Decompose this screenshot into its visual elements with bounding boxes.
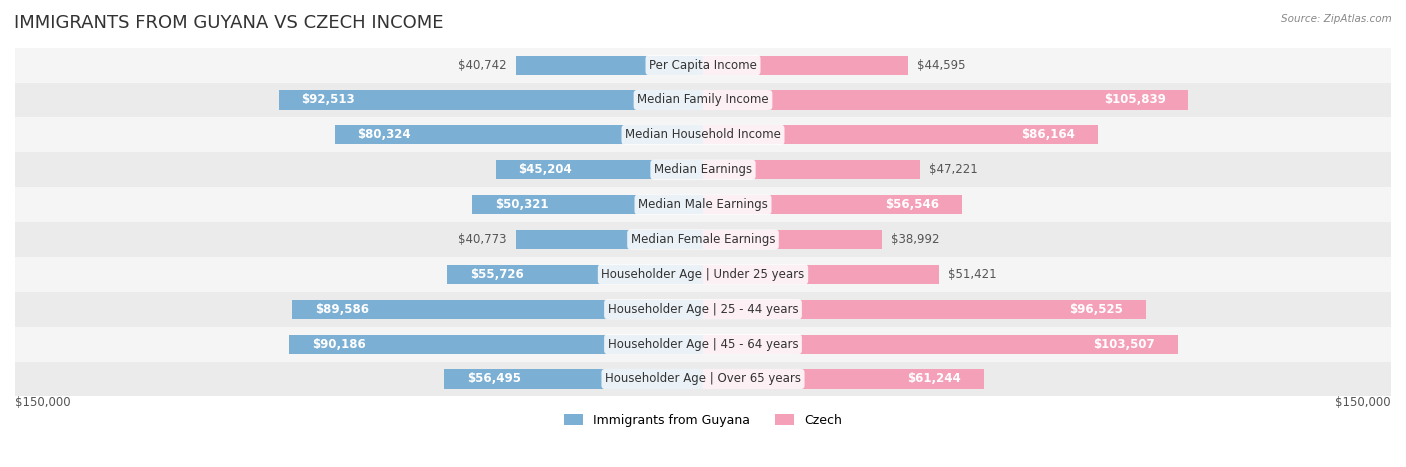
FancyBboxPatch shape — [496, 160, 703, 179]
Text: $45,204: $45,204 — [519, 163, 572, 176]
FancyBboxPatch shape — [703, 265, 939, 284]
Legend: Immigrants from Guyana, Czech: Immigrants from Guyana, Czech — [560, 409, 846, 432]
FancyBboxPatch shape — [15, 327, 1391, 361]
Text: $92,513: $92,513 — [302, 93, 356, 106]
FancyBboxPatch shape — [703, 300, 1146, 319]
FancyBboxPatch shape — [703, 334, 1178, 354]
FancyBboxPatch shape — [703, 56, 907, 75]
FancyBboxPatch shape — [15, 117, 1391, 152]
Text: $150,000: $150,000 — [15, 396, 70, 410]
FancyBboxPatch shape — [703, 230, 882, 249]
Text: $150,000: $150,000 — [1336, 396, 1391, 410]
Text: $50,321: $50,321 — [495, 198, 548, 211]
FancyBboxPatch shape — [703, 91, 1188, 110]
FancyBboxPatch shape — [703, 369, 984, 389]
FancyBboxPatch shape — [15, 152, 1391, 187]
Text: $86,164: $86,164 — [1021, 128, 1076, 142]
Text: $103,507: $103,507 — [1094, 338, 1154, 351]
Text: $96,525: $96,525 — [1069, 303, 1123, 316]
Text: $89,586: $89,586 — [315, 303, 368, 316]
FancyBboxPatch shape — [290, 334, 703, 354]
FancyBboxPatch shape — [703, 195, 962, 214]
Text: Householder Age | Under 25 years: Householder Age | Under 25 years — [602, 268, 804, 281]
Text: Median Family Income: Median Family Income — [637, 93, 769, 106]
FancyBboxPatch shape — [516, 230, 703, 249]
FancyBboxPatch shape — [335, 125, 703, 144]
Text: Source: ZipAtlas.com: Source: ZipAtlas.com — [1281, 14, 1392, 24]
Text: $44,595: $44,595 — [917, 59, 965, 71]
Text: Householder Age | Over 65 years: Householder Age | Over 65 years — [605, 373, 801, 385]
Text: Median Earnings: Median Earnings — [654, 163, 752, 176]
Text: $80,324: $80,324 — [357, 128, 411, 142]
FancyBboxPatch shape — [444, 369, 703, 389]
FancyBboxPatch shape — [703, 125, 1098, 144]
Text: Householder Age | 25 - 44 years: Householder Age | 25 - 44 years — [607, 303, 799, 316]
Text: $51,421: $51,421 — [948, 268, 997, 281]
Text: $40,773: $40,773 — [458, 233, 506, 246]
FancyBboxPatch shape — [15, 83, 1391, 117]
FancyBboxPatch shape — [15, 48, 1391, 83]
Text: Median Male Earnings: Median Male Earnings — [638, 198, 768, 211]
Text: $47,221: $47,221 — [929, 163, 977, 176]
Text: $56,495: $56,495 — [467, 373, 520, 385]
FancyBboxPatch shape — [15, 222, 1391, 257]
Text: $56,546: $56,546 — [886, 198, 939, 211]
Text: $40,742: $40,742 — [458, 59, 508, 71]
FancyBboxPatch shape — [516, 56, 703, 75]
FancyBboxPatch shape — [472, 195, 703, 214]
Text: $90,186: $90,186 — [312, 338, 366, 351]
Text: $61,244: $61,244 — [907, 373, 960, 385]
Text: IMMIGRANTS FROM GUYANA VS CZECH INCOME: IMMIGRANTS FROM GUYANA VS CZECH INCOME — [14, 14, 443, 32]
FancyBboxPatch shape — [15, 187, 1391, 222]
Text: $105,839: $105,839 — [1104, 93, 1166, 106]
FancyBboxPatch shape — [15, 257, 1391, 292]
Text: $55,726: $55,726 — [471, 268, 524, 281]
Text: Per Capita Income: Per Capita Income — [650, 59, 756, 71]
Text: Median Household Income: Median Household Income — [626, 128, 780, 142]
FancyBboxPatch shape — [278, 91, 703, 110]
FancyBboxPatch shape — [447, 265, 703, 284]
Text: Householder Age | 45 - 64 years: Householder Age | 45 - 64 years — [607, 338, 799, 351]
FancyBboxPatch shape — [703, 160, 920, 179]
Text: Median Female Earnings: Median Female Earnings — [631, 233, 775, 246]
FancyBboxPatch shape — [15, 292, 1391, 327]
Text: $38,992: $38,992 — [891, 233, 939, 246]
FancyBboxPatch shape — [15, 361, 1391, 396]
FancyBboxPatch shape — [292, 300, 703, 319]
